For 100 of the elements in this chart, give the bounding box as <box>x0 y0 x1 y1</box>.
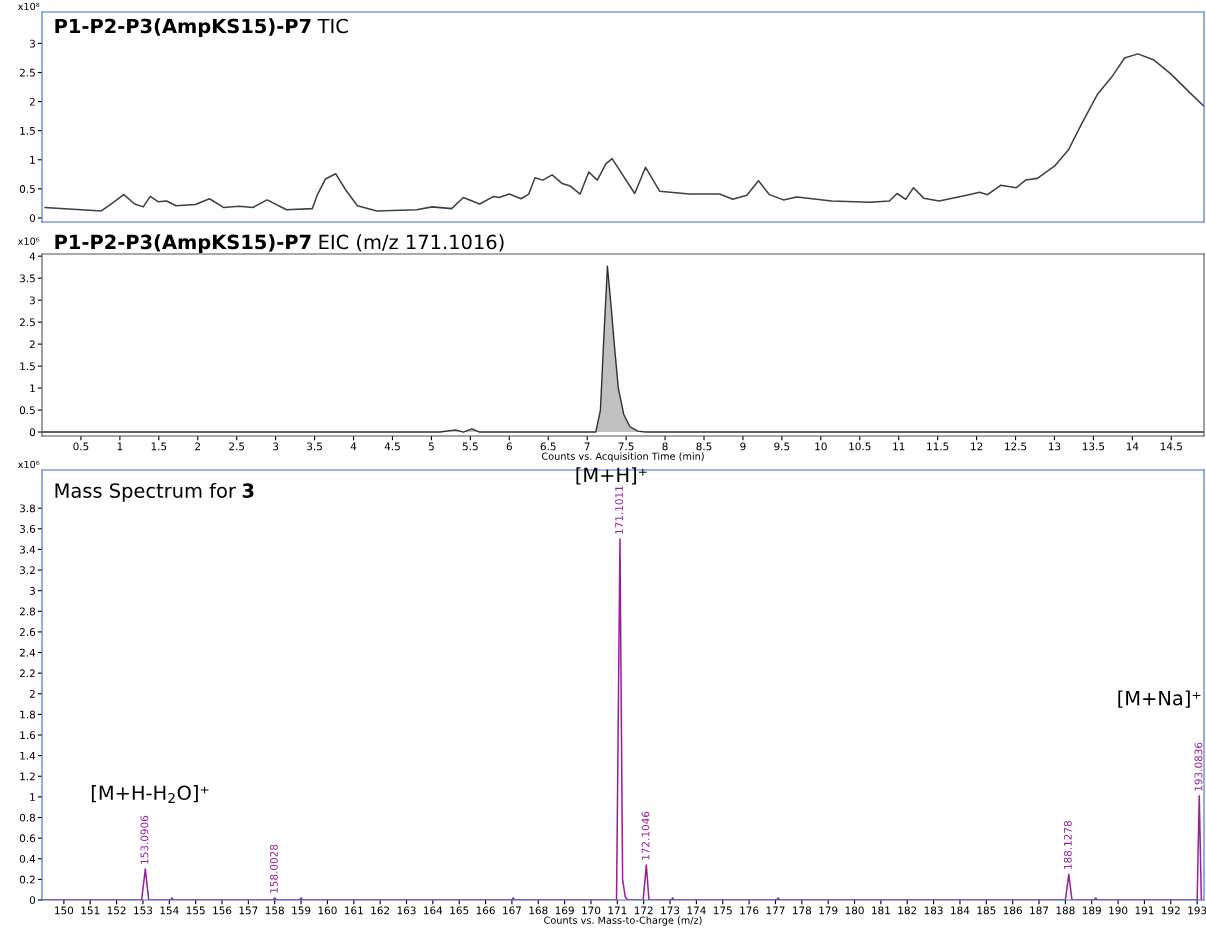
chart-title: P1-P2-P3(AmpKS15)-P7 <box>55 18 311 38</box>
x-tick-label: 178 <box>793 906 812 915</box>
x-tick-label: 4 <box>350 442 357 451</box>
x-tick-label: 3.5 <box>307 442 322 451</box>
x-tick-label: 152 <box>107 906 126 915</box>
x-tick-label: 158 <box>265 906 284 915</box>
x-tick-label: 167 <box>503 906 521 915</box>
x-tick-label: 4.5 <box>384 442 400 451</box>
y-tick-label: 0 <box>29 428 36 437</box>
y-tick-label: 3 <box>29 586 35 595</box>
x-tick-label: 182 <box>898 906 917 915</box>
x-tick-label: 188 <box>1056 906 1075 915</box>
annotation: [M+H]⁺ <box>576 467 647 485</box>
x-tick-label: 179 <box>819 906 838 915</box>
text: 3 <box>242 483 254 498</box>
x-tick-label: 12.5 <box>1005 442 1027 451</box>
x-tick-label: 193 <box>1188 906 1206 915</box>
y-tick-label: 1 <box>30 384 35 393</box>
y-tick-label: 0.6 <box>19 834 36 843</box>
y-tick-label: 3.2 <box>19 566 35 575</box>
x-tick-label: 163 <box>397 906 416 915</box>
x-tick-label: 189 <box>1082 906 1101 915</box>
x-tick-label: 3 <box>273 442 279 451</box>
y-tick-label: 2.2 <box>19 669 35 678</box>
x-tick-label: 10 <box>815 442 827 451</box>
y-tick-label: 0.8 <box>19 813 36 822</box>
x-tick-label: 11.5 <box>927 442 949 451</box>
x-tick-label: 0.5 <box>73 442 89 451</box>
y-tick-label: 4 <box>29 252 36 261</box>
y-axis-title: x10⁶ <box>17 460 40 469</box>
x-tick-label: 10.5 <box>849 442 871 451</box>
y-tick-label: 1.8 <box>20 710 36 719</box>
chart-title: P1-P2-P3(AmpKS15)-P7 <box>55 234 311 254</box>
x-tick-label: 153 <box>134 906 153 915</box>
x-tick-label: 1.5 <box>151 442 167 451</box>
x-tick-label: 8.5 <box>696 442 712 451</box>
line-series <box>44 53 1204 212</box>
x-tick-label: 2.5 <box>229 442 245 451</box>
x-tick-label: 160 <box>318 906 337 915</box>
x-tick-label: 161 <box>344 906 363 915</box>
x-tick-label: 2 <box>195 442 201 451</box>
x-tick-label: 13 <box>1048 442 1061 451</box>
x-tick-label: 6 <box>506 442 512 451</box>
y-tick-label: 1.5 <box>20 127 35 135</box>
annotation: 153.0906 <box>140 815 149 864</box>
y-tick-label: 3.4 <box>19 545 36 554</box>
x-tick-label: 172 <box>634 906 653 915</box>
x-tick-label: 156 <box>213 906 232 915</box>
x-axis-title: Counts vs. Acquisition Time (min) <box>541 452 704 462</box>
y-tick-label: 3.8 <box>19 504 36 513</box>
x-tick-label: 13.5 <box>1082 442 1105 451</box>
x-tick-label: 14.5 <box>1160 442 1182 451</box>
x-tick-label: 5.5 <box>462 442 478 451</box>
y-tick-label: 2 <box>29 340 35 349</box>
annotation: 193.0836 <box>1194 742 1203 791</box>
x-tick-label: 175 <box>713 906 732 915</box>
x-tick-label: 169 <box>555 906 574 915</box>
y-axis-title: x10⁸ <box>17 2 40 11</box>
y-tick-label: 0 <box>29 896 36 905</box>
x-tick-label: 180 <box>845 906 864 915</box>
x-tick-label: 159 <box>292 906 311 915</box>
annotation: 188.1278 <box>1063 821 1072 869</box>
x-tick-label: 191 <box>1135 906 1154 915</box>
y-tick-label: 3.6 <box>19 525 36 533</box>
x-tick-label: 151 <box>81 906 100 915</box>
y-tick-label: 1.2 <box>20 772 35 781</box>
x-tick-label: 187 <box>1030 906 1049 915</box>
x-tick-label: 164 <box>424 906 443 915</box>
x-tick-label: 154 <box>160 906 179 915</box>
x-tick-label: 8 <box>662 442 668 451</box>
x-tick-label: 165 <box>450 906 469 915</box>
x-tick-label: 173 <box>661 906 680 915</box>
y-tick-label: 1.6 <box>20 731 36 740</box>
y-tick-label: 1.5 <box>20 362 35 371</box>
x-tick-label: 155 <box>186 906 205 915</box>
x-tick-label: 5 <box>428 442 434 451</box>
y-tick-label: 1 <box>30 793 35 801</box>
y-tick-label: 2.6 <box>19 628 36 636</box>
x-tick-label: 170 <box>582 906 601 915</box>
x-tick-label: 190 <box>1109 906 1128 915</box>
x-tick-label: 12 <box>971 442 983 451</box>
x-tick-label: 181 <box>872 906 890 915</box>
x-tick-label: 168 <box>529 906 548 915</box>
y-tick-label: 2 <box>29 689 35 698</box>
y-tick-label: 0 <box>29 214 36 223</box>
x-tick-label: 14 <box>1126 442 1139 451</box>
x-tick-label: 176 <box>740 906 759 915</box>
chart-subtitle: EIC (m/z 171.1016) <box>319 234 504 252</box>
y-tick-label: 3 <box>29 39 35 48</box>
x-tick-label: 157 <box>239 906 258 915</box>
x-tick-label: 1 <box>117 442 123 451</box>
x-tick-label: 150 <box>55 906 74 915</box>
x-tick-label: 7 <box>584 442 590 451</box>
y-tick-label: 3.5 <box>19 274 35 283</box>
y-tick-label: 0.4 <box>19 854 36 863</box>
x-tick-label: 6.5 <box>540 442 556 451</box>
y-tick-label: 1 <box>30 156 35 164</box>
annotation: [M+H-H$_{2}$O]⁺ <box>91 785 209 803</box>
x-tick-label: 9.5 <box>774 442 790 451</box>
annotation: 172.1046 <box>641 811 650 860</box>
